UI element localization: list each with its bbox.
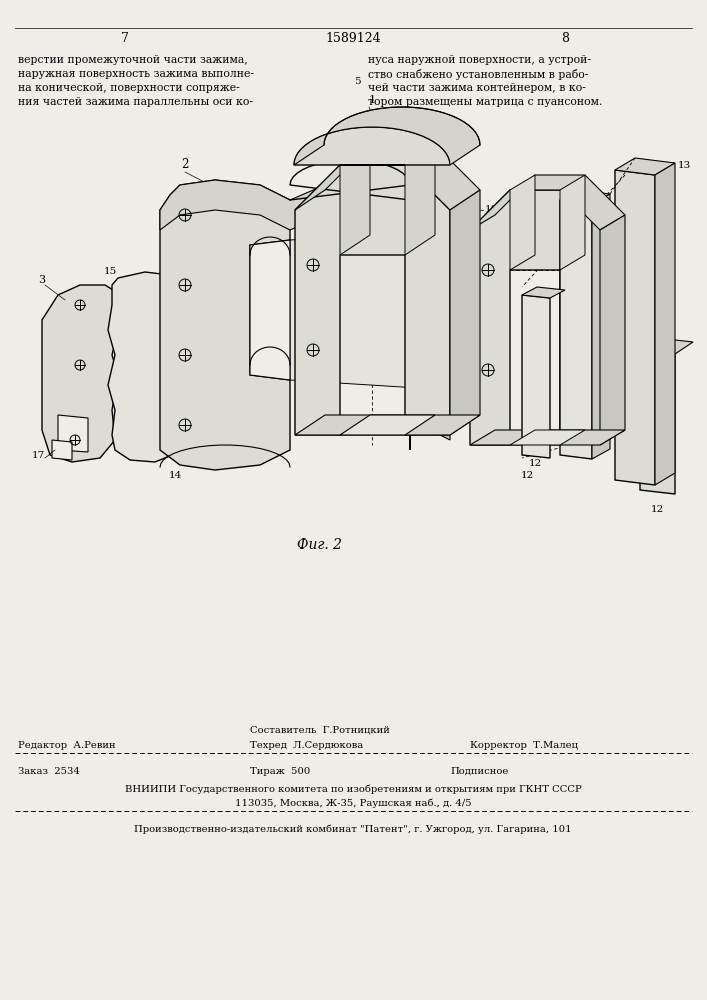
- Polygon shape: [560, 175, 585, 270]
- Text: 8: 8: [561, 31, 569, 44]
- Polygon shape: [510, 430, 585, 445]
- Polygon shape: [640, 338, 693, 354]
- Text: 12: 12: [650, 506, 664, 514]
- Polygon shape: [250, 240, 290, 380]
- Text: 17: 17: [31, 450, 45, 460]
- Text: на конической, поверхности сопряже-: на конической, поверхности сопряже-: [18, 83, 240, 93]
- Polygon shape: [294, 127, 450, 165]
- Text: 1: 1: [368, 95, 375, 105]
- Text: 10: 10: [485, 206, 498, 215]
- Text: 2: 2: [181, 158, 189, 172]
- Text: Техред  Л.Сердюкова: Техред Л.Сердюкова: [250, 741, 363, 750]
- Polygon shape: [108, 272, 185, 462]
- Polygon shape: [592, 194, 610, 459]
- Polygon shape: [640, 350, 675, 494]
- Polygon shape: [295, 415, 480, 435]
- Polygon shape: [295, 165, 450, 435]
- Text: ство снабжено установленным в рабо-: ство снабжено установленным в рабо-: [368, 69, 588, 80]
- Polygon shape: [340, 415, 435, 435]
- Text: 18: 18: [204, 456, 216, 464]
- Text: Редактор  А.Ревин: Редактор А.Ревин: [18, 741, 116, 750]
- Text: верстии промежуточной части зажима,: верстии промежуточной части зажима,: [18, 55, 247, 65]
- Text: 11: 11: [614, 375, 627, 384]
- Polygon shape: [340, 145, 370, 255]
- Text: 3: 3: [38, 275, 45, 285]
- Polygon shape: [405, 145, 435, 255]
- Polygon shape: [160, 180, 290, 470]
- Text: Производственно-издательский комбинат "Патент", г. Ужгород, ул. Гагарина, 101: Производственно-издательский комбинат "П…: [134, 825, 572, 834]
- Text: 15: 15: [103, 267, 117, 276]
- Polygon shape: [600, 215, 625, 445]
- Polygon shape: [290, 230, 450, 390]
- Polygon shape: [560, 190, 610, 204]
- Text: 12: 12: [528, 458, 542, 468]
- Text: Подписное: Подписное: [450, 767, 508, 776]
- Polygon shape: [42, 285, 122, 462]
- Text: 13: 13: [678, 160, 691, 169]
- Text: нуса наружной поверхности, а устрой-: нуса наружной поверхности, а устрой-: [368, 55, 591, 65]
- Polygon shape: [470, 190, 600, 445]
- Polygon shape: [510, 175, 535, 270]
- Polygon shape: [294, 107, 480, 165]
- Text: Корректор  Т.Малец: Корректор Т.Малец: [470, 741, 578, 750]
- Text: Тираж  500: Тираж 500: [250, 767, 310, 776]
- Text: наружная поверхность зажима выполне-: наружная поверхность зажима выполне-: [18, 69, 254, 79]
- Text: 19: 19: [445, 390, 458, 399]
- Polygon shape: [450, 190, 480, 435]
- Polygon shape: [52, 440, 72, 460]
- Polygon shape: [470, 175, 625, 230]
- Polygon shape: [58, 415, 88, 452]
- Text: ния частей зажима параллельны оси ко-: ния частей зажима параллельны оси ко-: [18, 97, 253, 107]
- Text: чей части зажима контейнером, в ко-: чей части зажима контейнером, в ко-: [368, 83, 586, 93]
- Polygon shape: [560, 200, 592, 459]
- Polygon shape: [522, 287, 565, 298]
- Polygon shape: [470, 430, 625, 445]
- Polygon shape: [410, 185, 450, 450]
- Polygon shape: [615, 170, 655, 485]
- Text: 1589124: 1589124: [325, 31, 381, 44]
- Polygon shape: [295, 145, 480, 210]
- Polygon shape: [522, 295, 550, 458]
- Text: Составитель  Г.Ротницкий: Составитель Г.Ротницкий: [250, 725, 390, 734]
- Text: 14: 14: [168, 471, 182, 480]
- Text: 12: 12: [520, 471, 534, 480]
- Text: Фиг. 2: Фиг. 2: [298, 538, 342, 552]
- Polygon shape: [615, 158, 675, 175]
- Text: 5: 5: [354, 78, 361, 87]
- Text: тором размещены матрица с пуансоном.: тором размещены матрица с пуансоном.: [368, 97, 602, 107]
- Text: ВНИИПИ Государственного комитета по изобретениям и открытиям при ГКНТ СССР: ВНИИПИ Государственного комитета по изоб…: [124, 785, 581, 794]
- Text: 113035, Москва, Ж-35, Раушская наб., д. 4/5: 113035, Москва, Ж-35, Раушская наб., д. …: [235, 799, 472, 808]
- Polygon shape: [160, 180, 410, 230]
- Text: Заказ  2534: Заказ 2534: [18, 767, 80, 776]
- Text: 7: 7: [121, 31, 129, 44]
- Polygon shape: [655, 163, 675, 485]
